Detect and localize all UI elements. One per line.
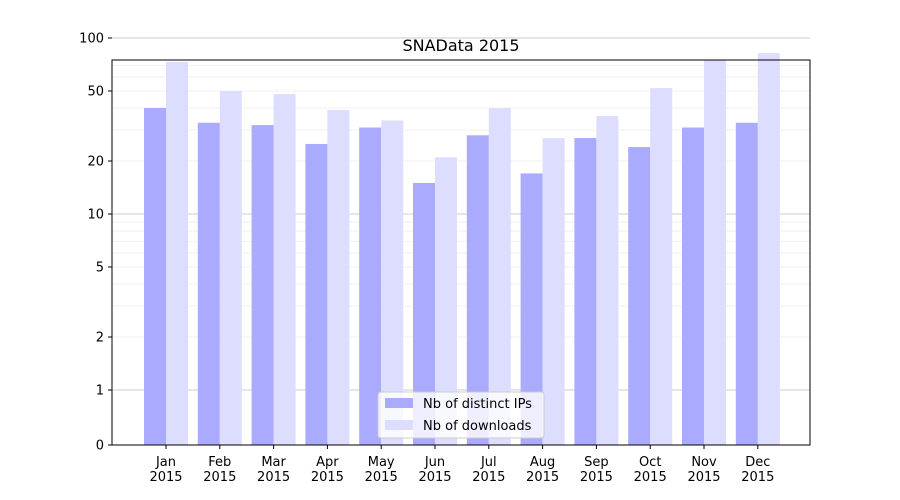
bar-downloads-9 <box>596 116 619 445</box>
bar-distinct-ips-2 <box>197 122 220 445</box>
x-axis: Jan 2015 Feb 2015 Mar 2015 Apr 2015 May 2015 Jun 20… <box>149 445 774 485</box>
bar-distinct-ips-10 <box>628 147 651 445</box>
x-tick-label: Oct 2015 <box>634 455 667 485</box>
bar-downloads-8 <box>542 138 565 446</box>
x-tick-label: Feb 2015 <box>203 455 236 485</box>
x-tick-label: Sep 2015 <box>580 455 613 485</box>
x-tick-label: May 2015 <box>365 455 398 485</box>
bar-downloads-1 <box>166 62 188 445</box>
bar-distinct-ips-4 <box>305 143 328 445</box>
bar-distinct-ips-5 <box>359 127 382 446</box>
bar-distinct-ips-3 <box>251 125 274 446</box>
x-tick-label: Mar 2015 <box>257 455 290 485</box>
bar-downloads-6 <box>435 157 457 445</box>
bar-distinct-ips-12 <box>735 122 758 445</box>
bar-distinct-ips-7 <box>466 135 489 446</box>
bars <box>144 53 780 446</box>
legend-swatch-downloads <box>385 420 413 430</box>
x-tick-label: Dec 2015 <box>741 455 774 485</box>
y-axis: 0 1 2 5 10 20 50 100 <box>79 32 112 454</box>
plot-frame <box>111 59 811 446</box>
bar-downloads-12 <box>757 53 780 445</box>
legend-label-distinct-ips: Nb of distinct IPs <box>423 397 532 412</box>
x-tick-label: Nov 2015 <box>687 455 720 485</box>
x-tick-label: Jun 2015 <box>418 455 451 485</box>
y-tick-label: 1 <box>96 384 104 399</box>
legend-swatch-distinct-ips <box>385 398 413 408</box>
bar-downloads-4 <box>327 109 350 445</box>
legend-box <box>377 391 545 439</box>
bar-downloads-7 <box>488 108 511 445</box>
y-tick-label: 50 <box>87 84 104 99</box>
bar-distinct-ips-8 <box>520 173 543 446</box>
y-tick-label: 100 <box>79 32 104 47</box>
bar-distinct-ips-9 <box>574 138 597 446</box>
y-tick-label: 0 <box>96 439 104 454</box>
bar-downloads-11 <box>704 59 726 445</box>
bar-downloads-2 <box>219 90 242 446</box>
bar-distinct-ips-6 <box>413 183 435 445</box>
bar-downloads-5 <box>381 120 404 445</box>
y-tick-label: 10 <box>87 208 104 223</box>
legend: Nb of distinct IPs Nb of downloads <box>377 391 545 439</box>
bar-downloads-10 <box>650 87 673 446</box>
chart-title: SNAData 2015 <box>402 36 519 55</box>
x-tick-label: Jul 2015 <box>472 455 505 485</box>
y-tick-label: 5 <box>96 260 104 275</box>
bar-distinct-ips-1 <box>144 108 166 445</box>
y-tick-label: 20 <box>87 155 104 170</box>
legend-label-downloads: Nb of downloads <box>423 419 532 434</box>
y-tick-label: 2 <box>96 331 104 346</box>
bar-distinct-ips-11 <box>682 127 704 446</box>
x-tick-label: Apr 2015 <box>311 455 344 485</box>
x-tick-label: Aug 2015 <box>526 455 559 485</box>
x-tick-label: Jan 2015 <box>149 455 182 485</box>
bar-downloads-3 <box>273 94 296 446</box>
